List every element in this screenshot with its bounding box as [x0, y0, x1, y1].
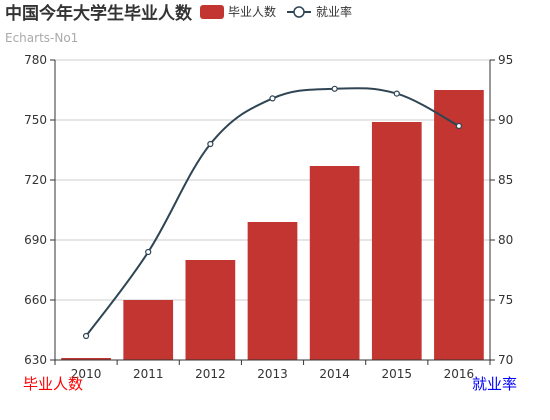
- y-left-tick-label: 630: [24, 353, 47, 367]
- y-left-tick-label: 660: [24, 293, 47, 307]
- line-point-2014[interactable]: [331, 85, 338, 92]
- legend-bar-label: 毕业人数: [228, 4, 276, 19]
- legend-item-line[interactable]: 就业率: [287, 4, 352, 19]
- bar-2010[interactable]: [61, 358, 111, 360]
- line-point-2013[interactable]: [269, 95, 276, 102]
- y-right-tick-label: 70: [498, 353, 513, 367]
- y-left-axis-name: 毕业人数: [23, 375, 83, 393]
- legend-item-bar[interactable]: 毕业人数: [200, 4, 276, 19]
- axes: 630 660 690 720 750 780 70 75 80 85 90 95 2010 2011 20…: [24, 53, 513, 381]
- legend-line-label: 就业率: [316, 4, 352, 19]
- bar-2015[interactable]: [371, 122, 422, 360]
- y-left-tick-label: 720: [24, 173, 47, 187]
- y-right-tick-label: 80: [498, 233, 513, 247]
- y-left-tick-label: 690: [24, 233, 47, 247]
- x-tick-label: 2015: [382, 367, 413, 381]
- x-tick-label: 2011: [133, 367, 164, 381]
- x-tick-label: 2010: [71, 367, 102, 381]
- x-tick-label: 2014: [319, 367, 350, 381]
- x-tick-label: 2012: [195, 367, 226, 381]
- y-right-tick-label: 95: [498, 53, 513, 67]
- line-point-2015[interactable]: [393, 90, 400, 97]
- y-right-tick-label: 85: [498, 173, 513, 187]
- chart-subtitle: Echarts-No1: [5, 31, 78, 45]
- line-point-2010[interactable]: [82, 332, 90, 340]
- bar-2016[interactable]: [434, 90, 484, 360]
- legend-bar-swatch: [200, 5, 224, 19]
- bar-2013[interactable]: [247, 222, 298, 360]
- y-left-tick-label: 780: [24, 53, 47, 67]
- chart-title: 中国今年大学生毕业人数: [5, 3, 193, 24]
- line-point-2011[interactable]: [145, 248, 152, 256]
- y-right-tick-label: 90: [498, 113, 513, 127]
- bar-2012[interactable]: [185, 260, 236, 360]
- y-left-tick-label: 750: [24, 113, 47, 127]
- x-tick-label: 2013: [257, 367, 288, 381]
- legend-line-marker: [293, 6, 305, 18]
- x-tick-label: 2016: [444, 367, 475, 381]
- bar-2011[interactable]: [123, 300, 174, 360]
- y-right-axis-name: 就业率: [472, 375, 517, 393]
- line-point-2016[interactable]: [455, 122, 463, 130]
- line-series: [82, 85, 463, 340]
- legend[interactable]: 毕业人数 就业率: [200, 4, 352, 19]
- y-right-tick-label: 75: [498, 293, 513, 307]
- bar-2014[interactable]: [309, 166, 360, 360]
- bar-series: [61, 90, 484, 360]
- line-point-2012[interactable]: [207, 140, 214, 148]
